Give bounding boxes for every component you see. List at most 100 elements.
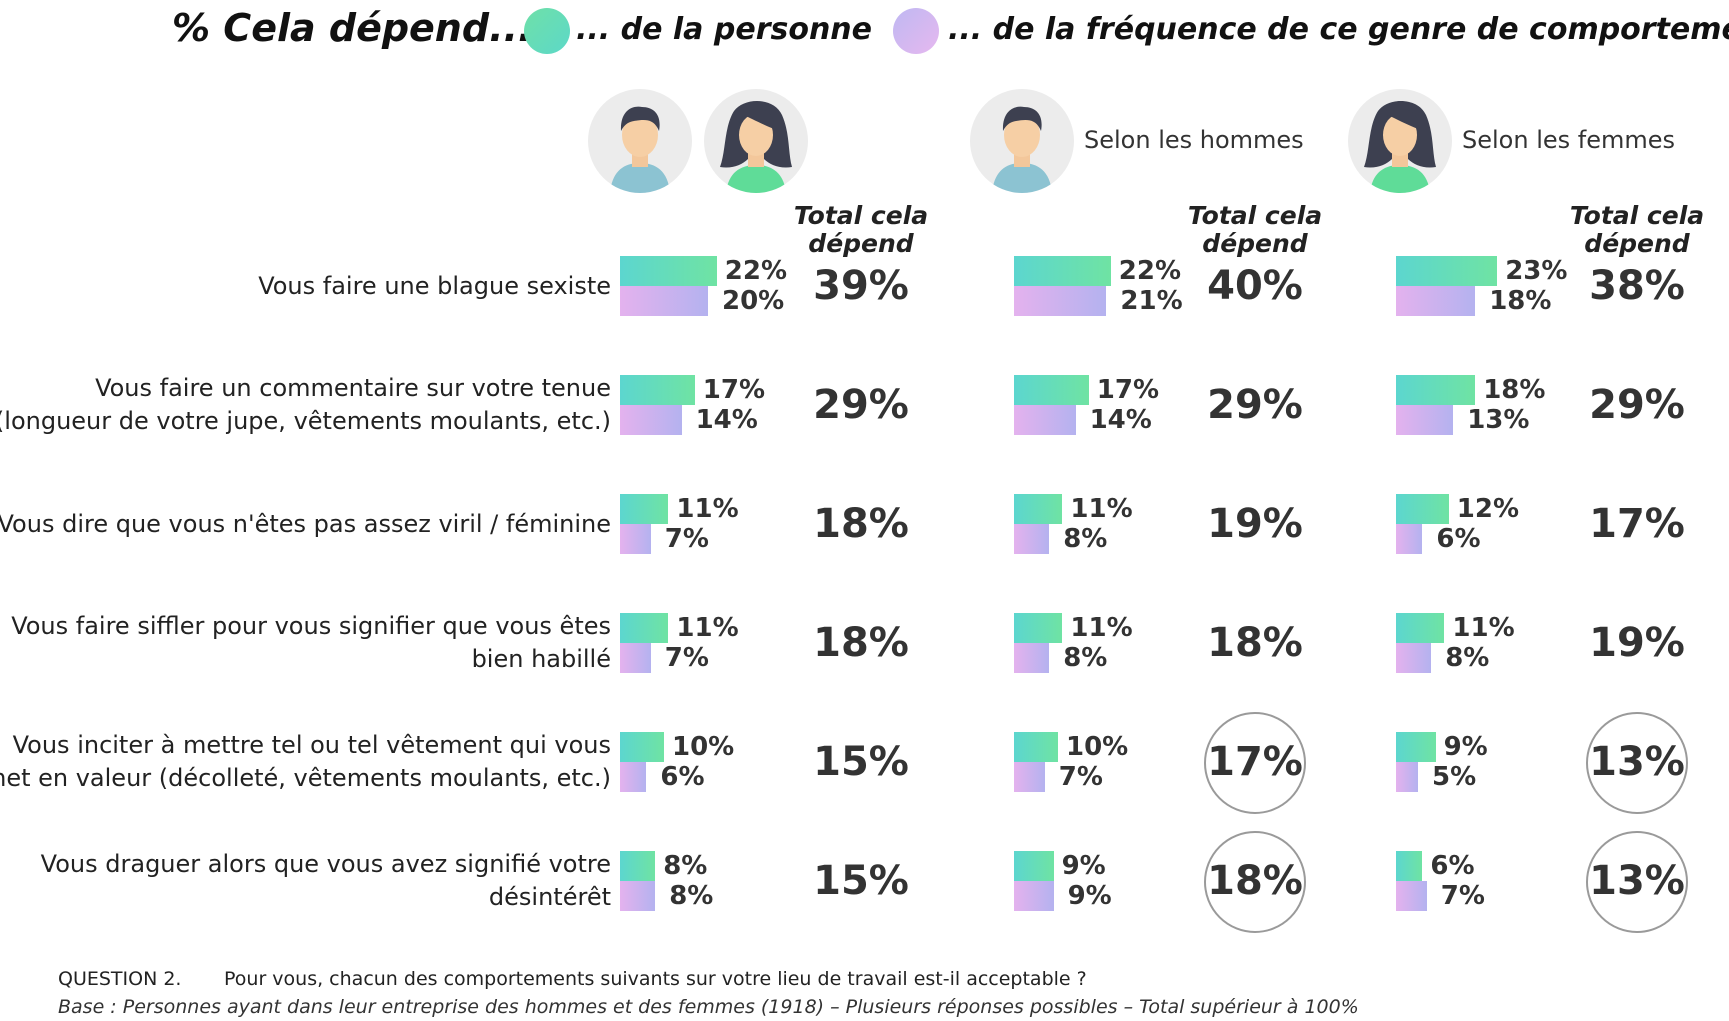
bar-frequency [1396,881,1427,911]
category-label-line: Vous faire une blague sexiste [258,271,611,300]
bar-value-label: 23% [1505,256,1568,286]
category-label: Vous draguer alors que vous avez signifi… [41,848,611,914]
question-label: QUESTION 2. [58,968,182,990]
bar-person [620,494,669,524]
bar-frequency [1396,762,1418,792]
total-header: Total cela dépend [1187,201,1323,258]
bar-frequency [1014,286,1107,316]
bar-value-label: 14% [1089,405,1152,435]
category-label-line: désintérêt [488,883,611,911]
bar-value-label: 8% [1445,643,1490,673]
bar-value-label: 8% [1063,643,1108,673]
bar-value-label: 11% [676,613,739,643]
bar-value-label: 17% [702,375,766,405]
bar-value-label: 8% [1063,524,1108,554]
total-value: 15% [813,858,909,904]
bar-value-label: 22% [1118,256,1182,286]
total-value: 13% [1589,739,1685,785]
highlight-circle [1586,831,1688,933]
category-label-line: Vous inciter à mettre tel ou tel vêtemen… [12,731,611,759]
bar-frequency [1014,643,1050,673]
chart-title: % Cela dépend... [172,6,533,50]
bar-value-label: 10% [1066,732,1129,762]
bar-value-label: 10% [672,732,735,762]
bar-frequency [1396,405,1454,435]
category-label: Vous dire que vous n'êtes pas assez viri… [0,508,611,541]
bar-value-label: 6% [1430,851,1475,881]
category-label: Vous faire un commentaire sur votre tenu… [0,372,611,438]
bar-value-label: 6% [660,762,705,792]
bar-person [1396,256,1498,286]
highlight-circle [1204,831,1306,933]
total-value: 19% [1207,501,1303,547]
man-avatar-icon [970,89,1074,193]
total-value: 38% [1589,263,1685,309]
category-label: Vous faire une blague sexiste [258,270,611,303]
total-value: 40% [1207,263,1303,309]
bar-frequency [620,405,682,435]
category-label: Vous faire siffler pour vous signifier q… [11,610,611,676]
bar-value-label: 5% [1432,762,1477,792]
bar-value-label: 7% [664,643,709,673]
total-value: 29% [1207,382,1303,428]
bar-value-label: 17% [1096,375,1160,405]
total-value: 18% [813,620,909,666]
bar-person [1014,375,1089,405]
legend-frequency-label: ... de la fréquence de ce genre de compo… [948,12,1729,47]
bar-person [1396,494,1449,524]
category-label: Vous inciter à mettre tel ou tel vêtemen… [0,729,611,795]
bar-person [1396,851,1423,881]
bar-value-label: 11% [1070,494,1133,524]
bar-frequency [1014,762,1045,792]
bar-person [620,732,664,762]
bar-person [1396,375,1476,405]
category-label-line: met en valeur (décolleté, vêtements moul… [0,764,611,792]
bar-frequency [1014,405,1076,435]
bar-person [620,851,656,881]
bar-frequency [620,881,656,911]
question-text: Pour vous, chacun des comportements suiv… [224,968,1087,990]
bar-value-label: 7% [664,524,709,554]
bar-person [620,375,695,405]
bar-frequency [620,286,708,316]
bar-value-label: 22% [724,256,788,286]
legend-person-swatch [524,8,570,54]
bar-value-label: 14% [695,405,758,435]
woman-avatar-icon [704,89,808,193]
bar-value-label: 13% [1467,405,1530,435]
woman-avatar-icon [1348,89,1452,193]
bar-value-label: 9% [1443,732,1488,762]
bar-person [1014,613,1063,643]
bar-person [1014,256,1111,286]
bar-frequency [620,524,651,554]
bar-value-label: 9% [1067,881,1112,911]
bar-frequency [1396,643,1432,673]
category-label-line: Vous dire que vous n'êtes pas assez viri… [0,509,611,538]
total-value: 29% [1589,382,1685,428]
highlight-circle [1204,712,1306,814]
total-value: 39% [813,263,909,309]
bar-value-label: 11% [1452,613,1515,643]
category-label-line: (longueur de votre jupe, vêtements moula… [0,407,611,435]
bar-frequency [1014,881,1054,911]
group-label-women: Selon les femmes [1462,126,1675,154]
total-header: Total cela dépend [1569,201,1705,258]
total-value: 18% [1207,858,1303,904]
bar-frequency [1396,286,1476,316]
total-header: Total cela dépend [793,201,929,258]
highlight-circle [1586,712,1688,814]
bar-frequency [1396,524,1423,554]
category-label-line: Vous faire siffler pour vous signifier q… [11,612,611,640]
bar-value-label: 18% [1489,286,1552,316]
bar-value-label: 7% [1058,762,1103,792]
bar-frequency [1014,524,1050,554]
bar-value-label: 20% [722,286,785,316]
bar-value-label: 21% [1120,286,1183,316]
bar-person [1014,494,1063,524]
bar-value-label: 9% [1061,851,1106,881]
bar-person [1396,732,1436,762]
bar-frequency [620,643,651,673]
bar-person [1014,851,1054,881]
bar-value-label: 18% [1483,375,1546,405]
total-value: 18% [813,501,909,547]
